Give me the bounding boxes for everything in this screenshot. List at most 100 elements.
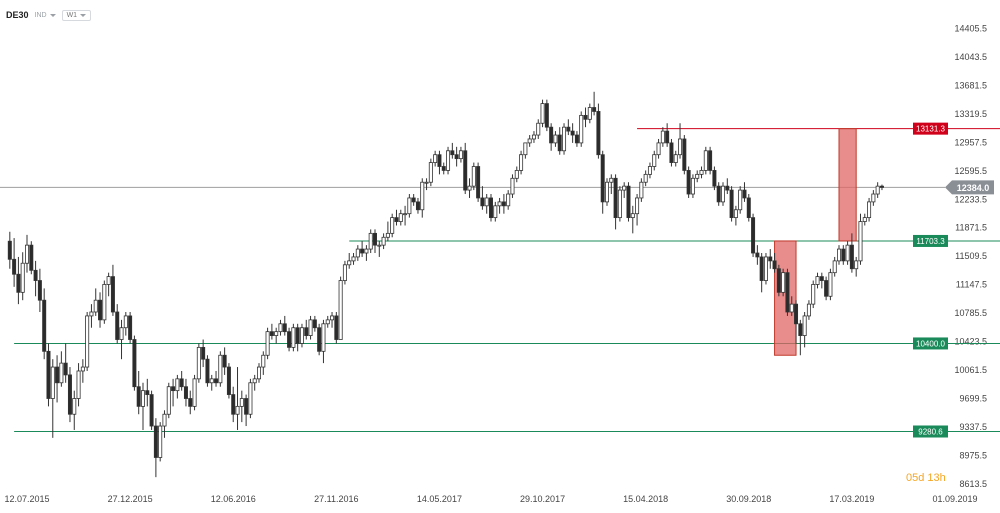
candle-down (583, 114, 588, 120)
candle-up (385, 232, 390, 238)
candle-up (553, 134, 558, 144)
candle-down (63, 362, 68, 376)
candle-up (291, 327, 296, 348)
candle-up (579, 114, 584, 144)
candle-up (763, 256, 768, 281)
candle-up (493, 205, 498, 219)
candle-up (196, 346, 201, 380)
candle-down (295, 327, 300, 344)
candle-down (334, 315, 339, 340)
candle-up (50, 366, 55, 399)
candle-down (712, 170, 717, 187)
x-tick-label: 30.09.2018 (726, 494, 771, 504)
candle-up (699, 170, 704, 175)
candle-down (304, 327, 309, 336)
candle-up (536, 122, 541, 136)
candle-down (626, 185, 631, 219)
candle-up (20, 262, 25, 293)
candle-up (398, 213, 403, 222)
candle-up (166, 386, 171, 415)
candle-up (703, 150, 708, 171)
y-tick-label: 8613.5 (959, 479, 987, 489)
candle-up (192, 378, 197, 407)
projection-box (774, 240, 797, 356)
candle-down (183, 386, 188, 399)
candle-up (407, 197, 412, 215)
candle-up (89, 311, 94, 317)
candle-up (24, 244, 29, 264)
candle-up (256, 366, 261, 380)
candle-down (557, 134, 562, 152)
x-tick-label: 27.11.2016 (314, 494, 358, 504)
candle-up (403, 213, 408, 216)
symbol-label: DE30 (6, 10, 29, 20)
candle-up (519, 154, 524, 171)
candle-up (59, 362, 64, 384)
candle-up (364, 248, 369, 254)
candle-up (355, 248, 360, 258)
candle-up (562, 126, 567, 152)
candle-down (794, 303, 799, 325)
candle-up (639, 181, 644, 199)
interval-dropdown[interactable]: W1 (61, 9, 92, 21)
candle-down (136, 386, 141, 407)
candle-down (55, 366, 60, 384)
candle-up (875, 185, 880, 195)
y-tick-label: 9699.5 (959, 394, 987, 404)
instrument-type-dropdown[interactable]: IND (35, 12, 56, 19)
candle-up (72, 398, 77, 415)
candle-up (299, 327, 304, 344)
candle-up (93, 299, 98, 313)
candle-down (394, 217, 399, 222)
y-tick-label: 14405.5 (954, 23, 987, 33)
candle-up (811, 284, 816, 305)
candle-up (102, 284, 107, 321)
candle-down (841, 248, 846, 262)
candle-up (209, 378, 214, 384)
candle-down (716, 185, 721, 203)
candle-down (33, 269, 38, 281)
candle-up (321, 323, 326, 352)
candle-down (372, 232, 377, 246)
candle-down (566, 126, 571, 132)
candle-up (845, 244, 850, 262)
candle-down (149, 394, 154, 427)
candle-up (239, 398, 244, 407)
candle-up (390, 217, 395, 234)
candle-up (871, 193, 876, 203)
candle-up (587, 107, 592, 120)
candle-down (16, 273, 21, 293)
candle-down (686, 170, 691, 195)
candle-up (347, 260, 352, 266)
current-price-tag (945, 180, 994, 195)
candle-up (80, 366, 85, 372)
level-tag-label: 10400.0 (916, 339, 945, 348)
candle-down (755, 252, 760, 258)
candle-up (381, 236, 386, 246)
candle-up (806, 303, 811, 317)
candle-up (162, 413, 167, 427)
candle-up (368, 232, 373, 250)
candle-up (140, 390, 145, 407)
candle-down (67, 374, 72, 415)
candle-down (592, 107, 597, 112)
candle-down (226, 366, 231, 395)
candle-up (531, 134, 536, 140)
candle-down (879, 185, 884, 188)
candle-up (471, 166, 476, 187)
candle-down (463, 150, 468, 191)
candle-down (214, 378, 219, 384)
candle-up (721, 185, 726, 203)
candle-up (338, 280, 343, 340)
candle-down (360, 248, 365, 254)
candle-down (244, 398, 249, 415)
candle-up (76, 370, 81, 399)
candle-up (85, 315, 90, 368)
candle-down (287, 331, 292, 348)
candle-up (175, 378, 180, 392)
candle-down (768, 256, 773, 262)
candle-down (415, 201, 420, 211)
candle-up (832, 260, 837, 274)
candle-down (42, 299, 47, 352)
